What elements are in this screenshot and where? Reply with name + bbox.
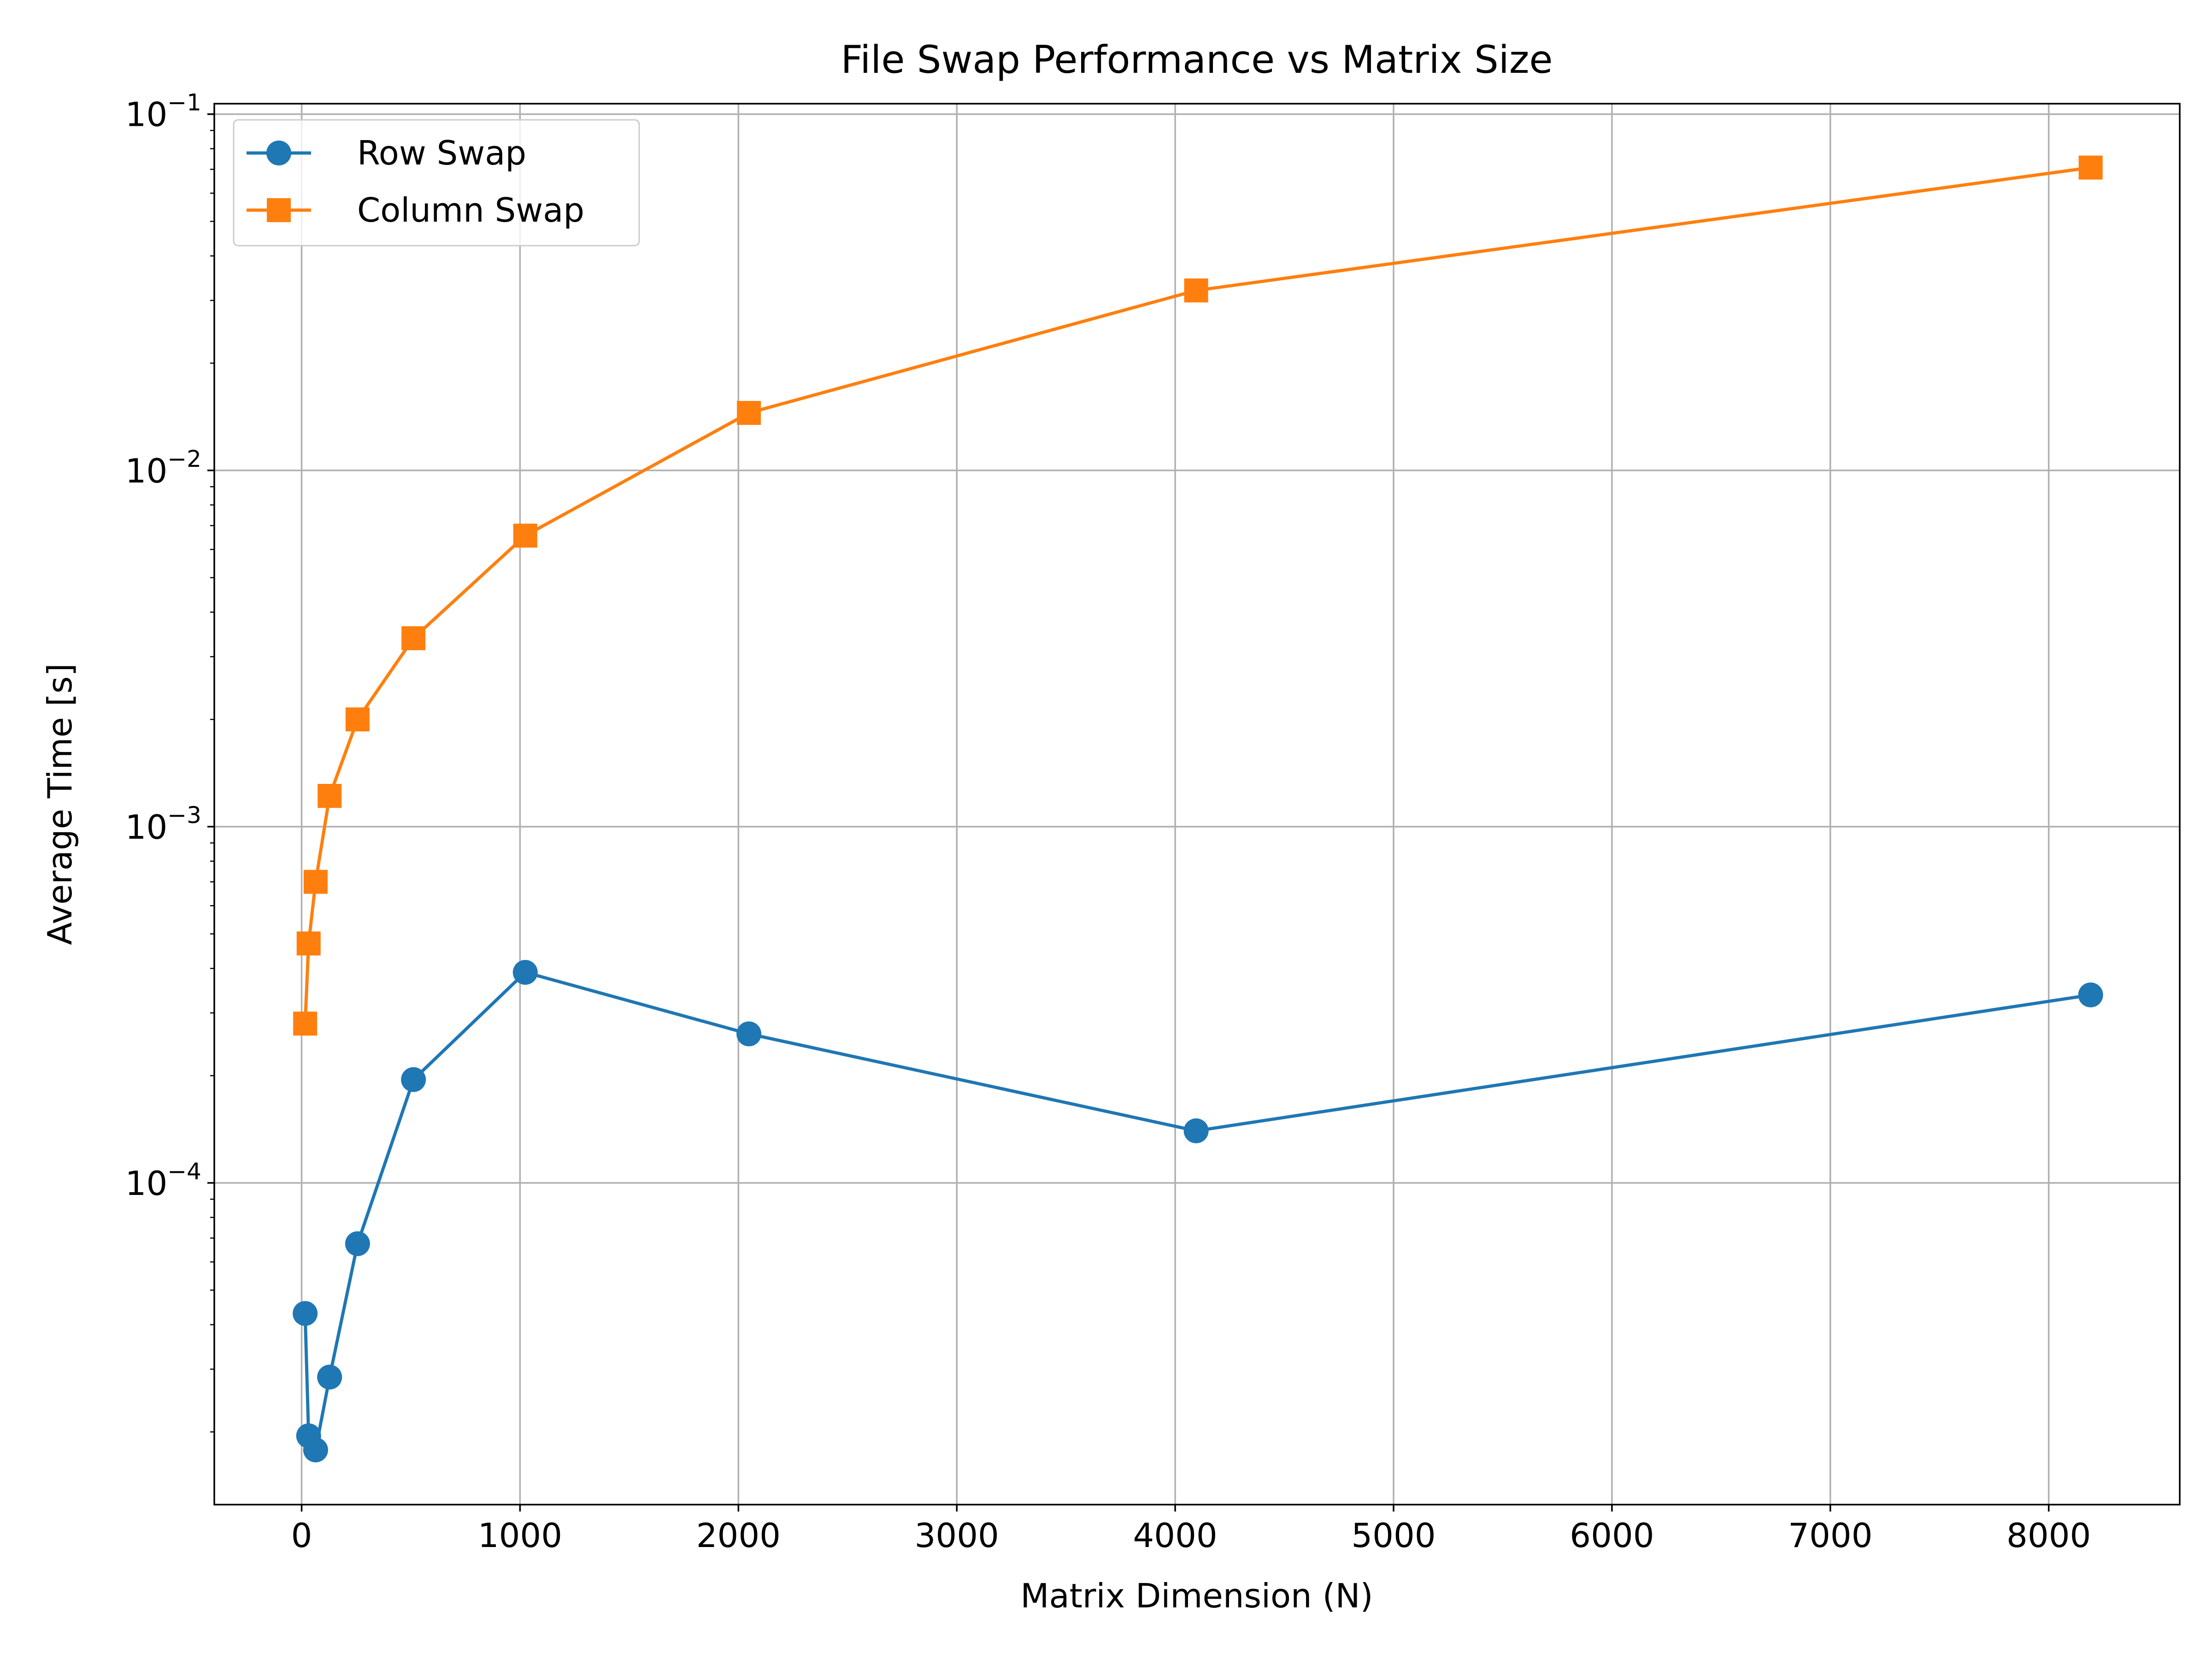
column-swap-point <box>345 707 370 732</box>
plot-series <box>293 155 2103 1463</box>
column-swap-point <box>2078 155 2103 180</box>
column-swap-line <box>303 166 2091 1024</box>
column-swap-point <box>401 626 426 650</box>
x-tick-label: 3000 <box>915 1516 999 1555</box>
y-axis-label: Average Time [s] <box>41 663 79 945</box>
x-tick-label: 2000 <box>696 1516 781 1555</box>
x-tick-label: 1000 <box>478 1516 562 1555</box>
row-swap-point <box>736 1021 762 1047</box>
column-swap-point <box>293 1012 318 1036</box>
column-swap-point <box>318 784 342 808</box>
x-tick-label: 7000 <box>1788 1516 1872 1555</box>
row-swap-point <box>2078 982 2103 1007</box>
legend-row-swap-marker <box>266 141 291 165</box>
row-swap-point <box>512 959 538 985</box>
column-swap-point <box>737 401 761 425</box>
y-tick-label: 10−4 <box>125 1158 201 1203</box>
legend-column-swap-label: Column Swap <box>357 191 584 229</box>
x-tick-label: 0 <box>291 1516 312 1555</box>
column-swap-point <box>303 870 328 894</box>
plot-frame <box>213 103 2181 1506</box>
row-swap-point <box>303 1437 328 1463</box>
x-axis-label: Matrix Dimension (N) <box>1020 1577 1373 1615</box>
column-swap-point <box>1184 278 1208 303</box>
x-tick-label: 8000 <box>2006 1516 2091 1555</box>
row-swap-point <box>317 1365 342 1390</box>
x-tick-label: 4000 <box>1133 1516 1217 1555</box>
chart-title: File Swap Performance vs Matrix Size <box>841 37 1553 82</box>
y-tick-label: 10−3 <box>125 802 201 847</box>
legend-box <box>233 119 640 247</box>
column-swap-point <box>296 931 321 956</box>
row-swap-point <box>293 1301 318 1326</box>
legend-row-swap-label: Row Swap <box>357 134 526 172</box>
legend-column-swap-marker <box>267 198 291 222</box>
row-swap-point <box>345 1231 370 1256</box>
x-tick-label: 6000 <box>1570 1516 1654 1555</box>
grid <box>214 104 2180 1505</box>
row-swap-point <box>1183 1118 1209 1143</box>
y-tick-label: 10−2 <box>125 446 201 490</box>
row-swap-point <box>401 1067 426 1092</box>
column-swap-point <box>513 524 537 548</box>
legend: Row Swap Column Swap <box>233 119 640 247</box>
y-tick-label: 10−1 <box>125 89 201 134</box>
x-tick-label: 5000 <box>1351 1516 1435 1555</box>
axis-ticks: 0 1000 2000 3000 4000 5000 6000 7000 8000 10−4 10−… <box>125 89 2091 1555</box>
